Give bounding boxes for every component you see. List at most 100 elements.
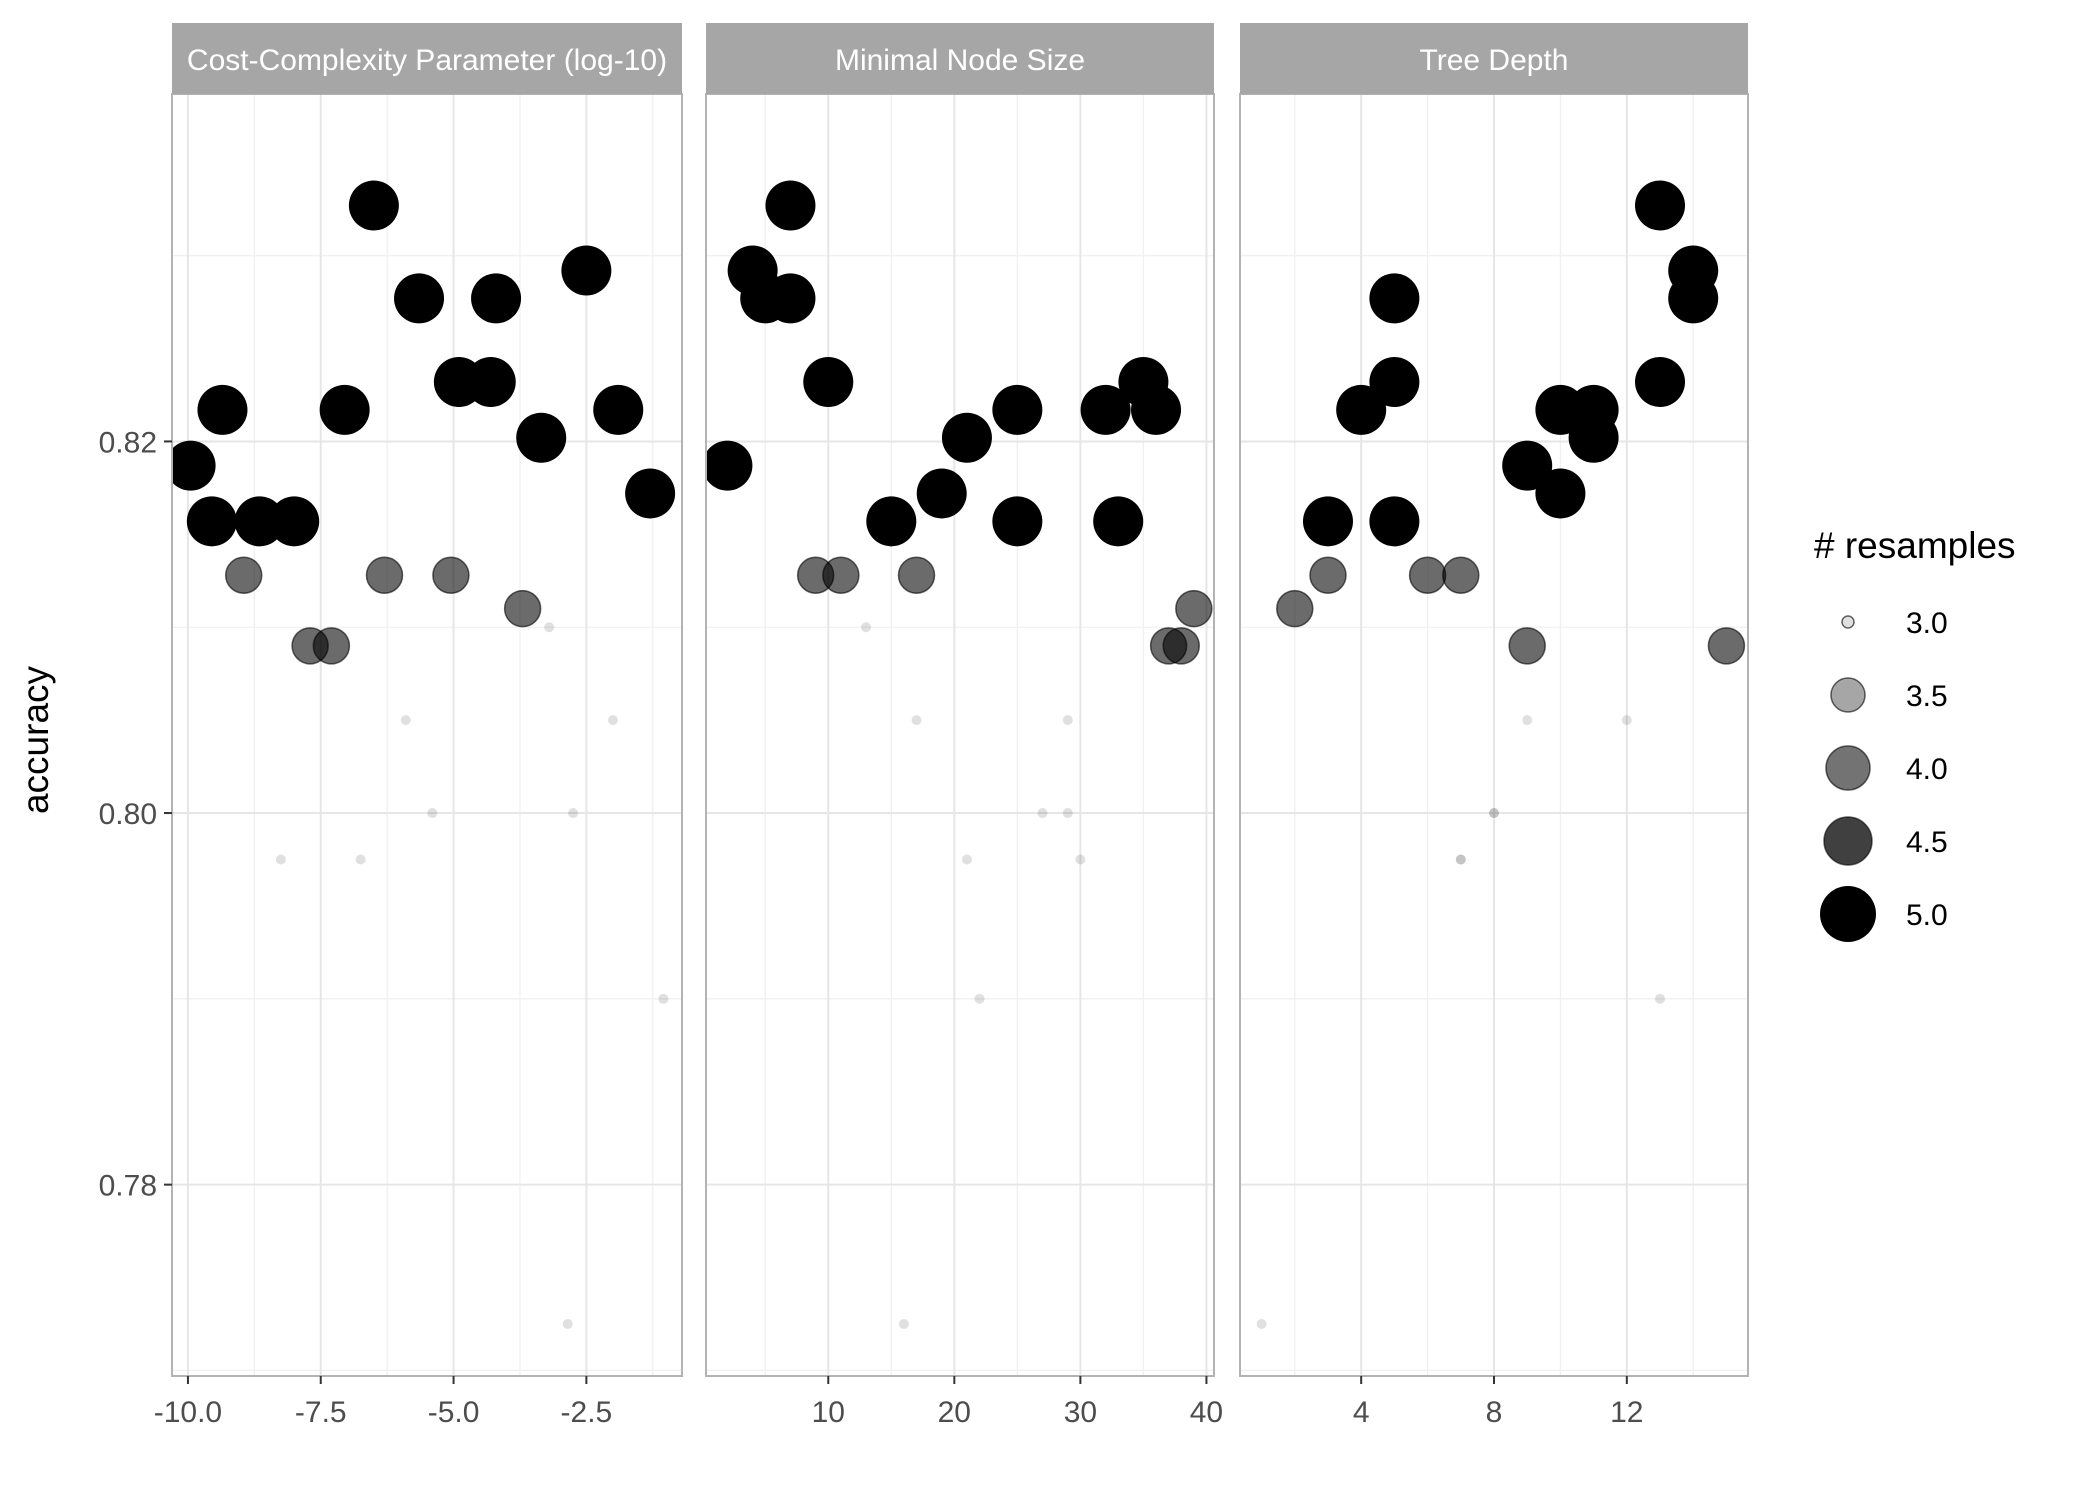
y-tick-label: 0.80 (99, 798, 157, 831)
x-tick-label: 10 (812, 1396, 845, 1429)
data-point (607, 715, 618, 726)
data-point (1455, 854, 1466, 865)
data-point (197, 384, 248, 435)
facet-panel: Tree Depth 4 8 12 (1239, 23, 1749, 1429)
y-axis-title: accuracy (15, 665, 56, 814)
data-point (706, 440, 753, 491)
data-point (319, 384, 370, 435)
legend-key (1823, 816, 1873, 866)
data-point (1062, 808, 1073, 819)
data-point (961, 854, 972, 865)
data-point (992, 384, 1043, 435)
data-point (898, 1318, 909, 1329)
legend-label: 4.5 (1906, 826, 1948, 859)
x-tick-label: 12 (1610, 1396, 1643, 1429)
data-point (1369, 356, 1420, 407)
data-point (427, 808, 438, 819)
data-point (1093, 496, 1144, 547)
data-point (275, 854, 286, 865)
data-point (941, 412, 992, 463)
data-point (1336, 384, 1387, 435)
data-point (1568, 412, 1619, 463)
facet-strip-title: Cost-Complexity Parameter (log-10) (187, 44, 667, 77)
data-point (503, 589, 542, 628)
data-point (1502, 440, 1553, 491)
data-point (593, 384, 644, 435)
data-point (568, 808, 579, 819)
data-point (562, 1318, 573, 1329)
x-tick-label: 4 (1353, 1396, 1370, 1429)
data-point (1062, 715, 1073, 726)
point-layer (706, 180, 1213, 1329)
facet-strip (706, 23, 1214, 94)
point-layer (172, 180, 676, 1329)
facet-strip (172, 23, 682, 94)
data-point (658, 993, 669, 1004)
y-axis: 0.78 0.80 0.82 (99, 426, 172, 1203)
data-point (544, 622, 555, 633)
data-point (561, 245, 612, 296)
data-point (1522, 715, 1533, 726)
data-point (432, 556, 470, 594)
legend-label: 3.0 (1906, 607, 1948, 640)
legend-label: 3.5 (1906, 680, 1948, 713)
data-point (897, 556, 936, 594)
data-point (1369, 496, 1420, 547)
facet-panel: Minimal Node Size 10 20 30 40 (705, 23, 1223, 1429)
x-tick-label: -7.5 (295, 1396, 347, 1429)
data-point (516, 412, 567, 463)
data-point (1455, 854, 1466, 865)
data-point (355, 854, 366, 865)
data-point (1276, 589, 1314, 628)
legend-key (1841, 615, 1855, 629)
data-point (1442, 556, 1480, 594)
panel-grid (172, 94, 682, 1376)
data-point (822, 556, 860, 594)
data-point (1131, 384, 1182, 435)
x-tick-label: 8 (1486, 1396, 1503, 1429)
data-point (866, 496, 917, 547)
data-point (992, 496, 1043, 547)
data-point (1707, 627, 1746, 665)
y-tick-label: 0.78 (99, 1170, 157, 1203)
panels: Cost-Complexity Parameter (log-10) -10.0 -… (154, 23, 1749, 1429)
y-tick-label: 0.82 (99, 426, 157, 459)
x-tick-label: -2.5 (561, 1396, 613, 1429)
data-point (1075, 854, 1086, 865)
data-point (1635, 356, 1686, 407)
data-point (861, 622, 872, 633)
data-point (1302, 496, 1353, 547)
data-point (1408, 556, 1447, 594)
data-point (1635, 180, 1686, 231)
legend-key (1830, 677, 1866, 713)
data-point (471, 273, 522, 324)
facet-strip-title: Minimal Node Size (835, 44, 1085, 77)
data-point (1489, 808, 1499, 819)
facet-strip (1240, 23, 1748, 94)
data-point (803, 356, 854, 407)
facet-panel: Cost-Complexity Parameter (log-10) -10.0 -… (154, 23, 683, 1429)
legend-key (1825, 745, 1871, 791)
data-point (1668, 273, 1719, 324)
legend: # resamples 3.0 3.5 4.0 4.5 5.0 (1814, 525, 2016, 942)
legend-label: 5.0 (1906, 899, 1948, 932)
data-point (1309, 556, 1347, 594)
legend-title: # resamples (1814, 525, 2016, 566)
data-point (1162, 627, 1200, 665)
data-point (1037, 808, 1048, 819)
data-point (269, 496, 320, 547)
data-point (1256, 1318, 1267, 1329)
data-point (1175, 589, 1213, 628)
x-tick-label: 20 (938, 1396, 971, 1429)
data-point (911, 715, 922, 726)
data-point (1655, 993, 1666, 1004)
x-tick-label: -5.0 (428, 1396, 480, 1429)
data-point (765, 273, 816, 324)
data-point (365, 556, 404, 594)
point-layer (1256, 180, 1746, 1329)
data-point (1535, 468, 1586, 519)
facet-strip-title: Tree Depth (1420, 44, 1569, 77)
data-point (1489, 808, 1499, 819)
data-point (465, 356, 516, 407)
